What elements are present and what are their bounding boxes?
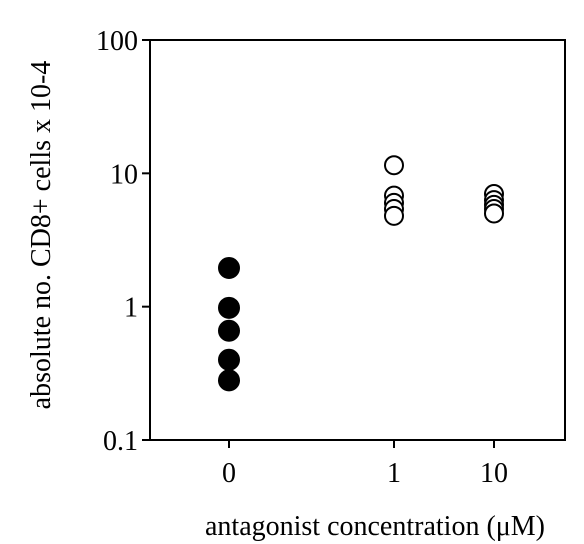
filled-data-point bbox=[218, 296, 240, 319]
data-points bbox=[218, 155, 504, 392]
y-tick-label: 1 bbox=[124, 293, 138, 324]
x-tick-label: 1 bbox=[387, 458, 401, 489]
plot-frame bbox=[149, 39, 566, 441]
open-data-point bbox=[384, 155, 404, 176]
filled-data-point bbox=[218, 256, 240, 279]
x-axis: 0 1 10 bbox=[222, 440, 508, 489]
y-tick-label: 10 bbox=[110, 159, 138, 190]
open-data-point bbox=[484, 203, 504, 224]
y-axis: 0.1 1 10 100 bbox=[96, 26, 150, 457]
plot-border bbox=[149, 39, 566, 441]
y-tick-label: 100 bbox=[96, 26, 138, 57]
y-tick-label: 0.1 bbox=[103, 426, 138, 457]
filled-data-point bbox=[218, 369, 240, 392]
filled-data-point bbox=[218, 348, 240, 371]
x-axis-title: antagonist concentration (μM) bbox=[205, 511, 545, 542]
x-tick-label: 10 bbox=[480, 458, 508, 489]
filled-data-point bbox=[218, 319, 240, 342]
y-axis-title: absolute no. CD8+ cells x 10-4 bbox=[26, 61, 57, 410]
open-data-point bbox=[384, 205, 404, 226]
x-tick-label: 0 bbox=[222, 458, 236, 489]
